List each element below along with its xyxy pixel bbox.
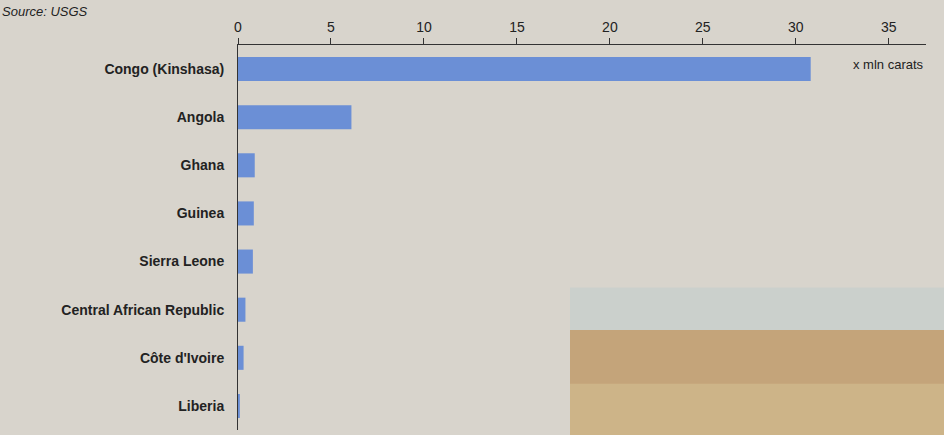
svg-text:Guinea: Guinea bbox=[177, 205, 225, 221]
svg-text:0: 0 bbox=[234, 19, 242, 35]
svg-text:Ghana: Ghana bbox=[181, 157, 225, 173]
svg-text:15: 15 bbox=[509, 19, 525, 35]
svg-text:5: 5 bbox=[327, 19, 335, 35]
svg-text:10: 10 bbox=[416, 19, 432, 35]
svg-text:Côte d'Ivoire: Côte d'Ivoire bbox=[140, 350, 224, 366]
svg-text:25: 25 bbox=[695, 19, 711, 35]
svg-text:30: 30 bbox=[788, 19, 804, 35]
svg-text:Angola: Angola bbox=[177, 109, 225, 125]
svg-text:Central African Republic: Central African Republic bbox=[61, 302, 224, 318]
svg-text:Liberia: Liberia bbox=[178, 398, 224, 414]
svg-text:x mln carats: x mln carats bbox=[853, 57, 924, 72]
svg-text:Source: USGS: Source: USGS bbox=[2, 4, 88, 19]
svg-text:20: 20 bbox=[602, 19, 618, 35]
svg-text:Sierra Leone: Sierra Leone bbox=[139, 253, 224, 269]
svg-text:35: 35 bbox=[881, 19, 897, 35]
svg-text:Congo (Kinshasa): Congo (Kinshasa) bbox=[104, 61, 224, 77]
